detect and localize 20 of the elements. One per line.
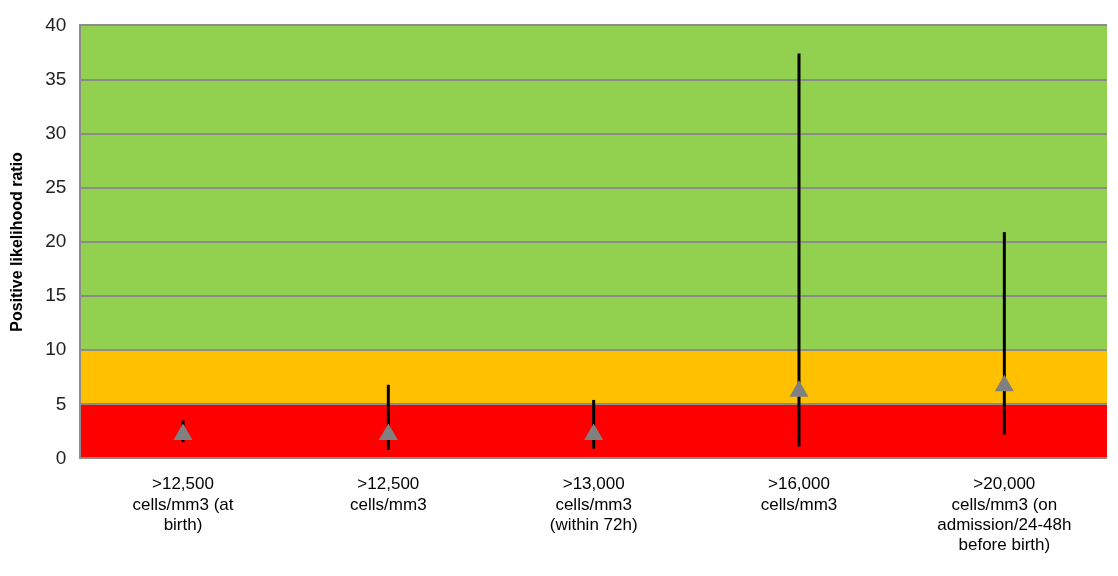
y-tick-label: 0 xyxy=(55,446,67,468)
point xyxy=(789,380,809,397)
point xyxy=(378,423,398,441)
y-tick-label: 5 xyxy=(55,392,67,414)
y-tick-label: 30 xyxy=(45,121,67,143)
y-tick-label: 40 xyxy=(45,13,67,35)
x-tick-label: >13,000 cells/mm3 (within 72h) xyxy=(549,474,638,535)
y-tick-label: 25 xyxy=(45,176,67,198)
y-tick-label: 35 xyxy=(45,67,67,89)
point xyxy=(994,374,1014,392)
point xyxy=(584,423,604,441)
y-tick-label: 10 xyxy=(45,338,67,360)
x-tick-label: >12,500 cells/mm3 xyxy=(350,474,427,514)
y-tick-label: 15 xyxy=(45,284,67,306)
point xyxy=(173,423,193,441)
y-tick-label: 20 xyxy=(45,230,67,252)
x-tick-label: >20,000 cells/mm3 (on admission/24-48h before birth) xyxy=(937,474,1072,555)
x-tick-label: >12,500 cells/mm3 (at birth) xyxy=(132,474,234,535)
y-axis-title: Positive likelihood ratio xyxy=(8,151,26,332)
x-tick-label: >16,000 cells/mm3 xyxy=(760,474,838,514)
